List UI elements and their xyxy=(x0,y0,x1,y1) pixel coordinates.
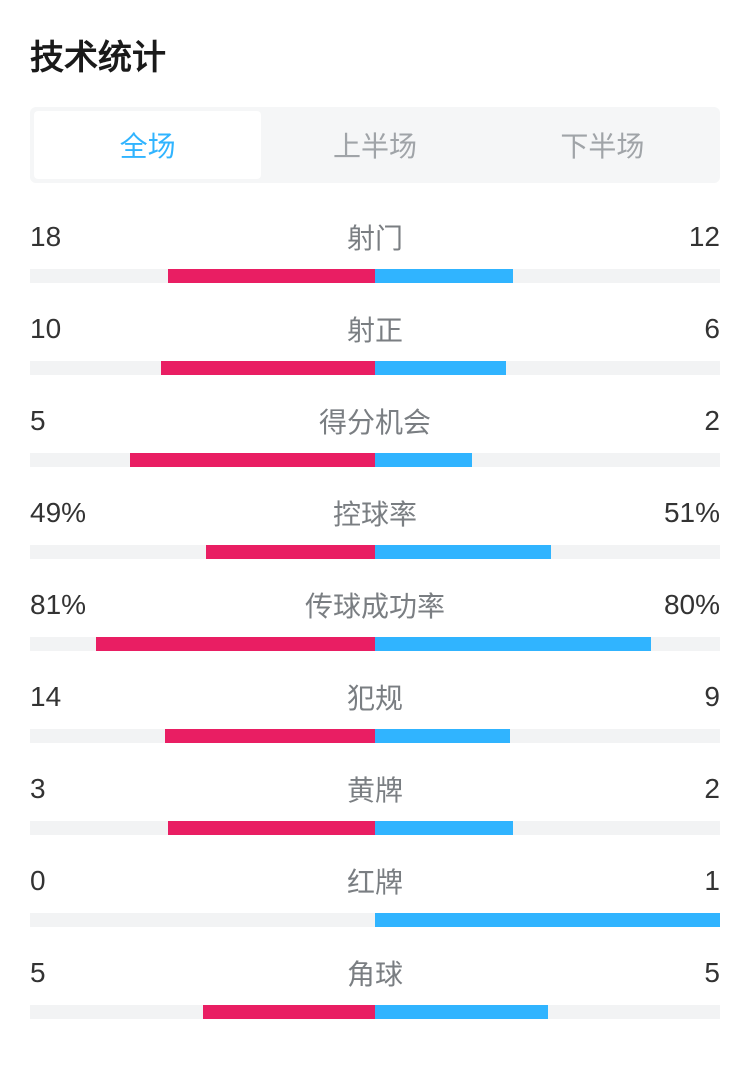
tab-2[interactable]: 下半场 xyxy=(489,111,716,179)
bar-right-fill xyxy=(375,361,506,375)
page-title: 技术统计 xyxy=(30,30,720,79)
bar-right-fill xyxy=(375,637,651,651)
bar-right-track xyxy=(375,545,720,559)
bar-right-track xyxy=(375,729,720,743)
stat-bar xyxy=(30,361,720,375)
stat-bar xyxy=(30,453,720,467)
bar-right-track xyxy=(375,453,720,467)
bar-left-track xyxy=(30,729,375,743)
bar-left-track xyxy=(30,269,375,283)
stat-label: 角球 xyxy=(110,953,640,993)
stat-head: 18射门12 xyxy=(30,217,720,257)
stat-left-value: 18 xyxy=(30,221,110,253)
stat-label: 红牌 xyxy=(110,861,640,901)
stat-bar xyxy=(30,729,720,743)
bar-right-track xyxy=(375,913,720,927)
bar-left-fill xyxy=(206,545,375,559)
stats-container: 技术统计 全场上半场下半场 18射门1210射正65得分机会249%控球率51%… xyxy=(0,0,750,1019)
stat-row: 3黄牌2 xyxy=(30,769,720,835)
bar-left-fill xyxy=(96,637,375,651)
stat-bar xyxy=(30,1005,720,1019)
bar-left-track xyxy=(30,545,375,559)
bar-right-track xyxy=(375,637,720,651)
stat-row: 5角球5 xyxy=(30,953,720,1019)
bar-right-fill xyxy=(375,269,513,283)
bar-left-track xyxy=(30,913,375,927)
stat-head: 14犯规9 xyxy=(30,677,720,717)
bar-left-track xyxy=(30,361,375,375)
stat-right-value: 51% xyxy=(640,497,720,529)
stats-list: 18射门1210射正65得分机会249%控球率51%81%传球成功率80%14犯… xyxy=(30,217,720,1019)
stat-head: 0红牌1 xyxy=(30,861,720,901)
bar-right-fill xyxy=(375,821,513,835)
bar-right-fill xyxy=(375,729,510,743)
stat-right-value: 1 xyxy=(640,865,720,897)
stat-row: 10射正6 xyxy=(30,309,720,375)
stat-row: 81%传球成功率80% xyxy=(30,585,720,651)
bar-right-track xyxy=(375,269,720,283)
stat-head: 3黄牌2 xyxy=(30,769,720,809)
bar-left-fill xyxy=(168,821,375,835)
stat-label: 黄牌 xyxy=(110,769,640,809)
stat-right-value: 9 xyxy=(640,681,720,713)
stat-label: 控球率 xyxy=(110,493,640,533)
stat-head: 5角球5 xyxy=(30,953,720,993)
bar-right-fill xyxy=(375,1005,548,1019)
tab-0[interactable]: 全场 xyxy=(34,111,261,179)
stat-left-value: 10 xyxy=(30,313,110,345)
stat-left-value: 5 xyxy=(30,957,110,989)
stat-row: 18射门12 xyxy=(30,217,720,283)
bar-right-fill xyxy=(375,545,551,559)
bar-left-track xyxy=(30,821,375,835)
bar-left-fill xyxy=(168,269,375,283)
stat-label: 射门 xyxy=(110,217,640,257)
bar-left-fill xyxy=(130,453,375,467)
bar-right-track xyxy=(375,361,720,375)
stat-label: 射正 xyxy=(110,309,640,349)
stat-row: 5得分机会2 xyxy=(30,401,720,467)
stat-head: 5得分机会2 xyxy=(30,401,720,441)
stat-right-value: 80% xyxy=(640,589,720,621)
bar-left-track xyxy=(30,637,375,651)
bar-left-track xyxy=(30,1005,375,1019)
stat-row: 49%控球率51% xyxy=(30,493,720,559)
bar-right-fill xyxy=(375,913,720,927)
bar-right-track xyxy=(375,1005,720,1019)
stat-left-value: 3 xyxy=(30,773,110,805)
stat-head: 10射正6 xyxy=(30,309,720,349)
stat-row: 14犯规9 xyxy=(30,677,720,743)
stat-left-value: 14 xyxy=(30,681,110,713)
stat-bar xyxy=(30,269,720,283)
stat-bar xyxy=(30,913,720,927)
stat-head: 49%控球率51% xyxy=(30,493,720,533)
bar-right-track xyxy=(375,821,720,835)
stat-right-value: 12 xyxy=(640,221,720,253)
stat-bar xyxy=(30,637,720,651)
period-tabs: 全场上半场下半场 xyxy=(30,107,720,183)
stat-head: 81%传球成功率80% xyxy=(30,585,720,625)
stat-bar xyxy=(30,821,720,835)
stat-left-value: 5 xyxy=(30,405,110,437)
stat-left-value: 49% xyxy=(30,497,110,529)
stat-right-value: 5 xyxy=(640,957,720,989)
stat-label: 得分机会 xyxy=(110,401,640,441)
bar-right-fill xyxy=(375,453,472,467)
stat-right-value: 6 xyxy=(640,313,720,345)
stat-row: 0红牌1 xyxy=(30,861,720,927)
stat-label: 犯规 xyxy=(110,677,640,717)
bar-left-fill xyxy=(161,361,375,375)
bar-left-track xyxy=(30,453,375,467)
tab-1[interactable]: 上半场 xyxy=(261,111,488,179)
bar-left-fill xyxy=(165,729,375,743)
stat-left-value: 81% xyxy=(30,589,110,621)
stat-right-value: 2 xyxy=(640,773,720,805)
bar-left-fill xyxy=(203,1005,376,1019)
stat-bar xyxy=(30,545,720,559)
stat-left-value: 0 xyxy=(30,865,110,897)
stat-label: 传球成功率 xyxy=(110,585,640,625)
stat-right-value: 2 xyxy=(640,405,720,437)
